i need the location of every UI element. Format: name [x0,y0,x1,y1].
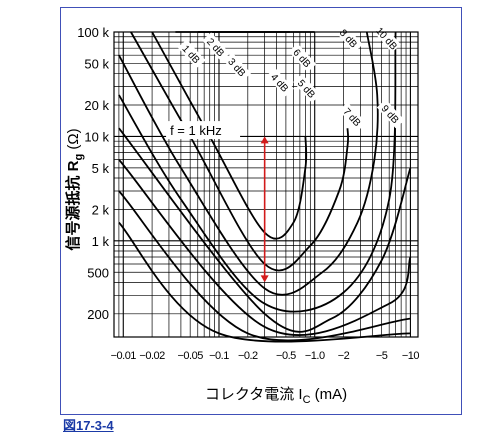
curve-label-bg [266,67,294,97]
x-axis-label: コレクタ電流 IC (mA) [205,386,347,406]
frequency-annotation: f = 1 kHz [166,121,241,140]
x-tick-label: −1.0 [305,350,325,362]
x-label-unit: (mA) [311,386,348,403]
y-tick-label: 1 k [92,234,110,249]
x-tick-label: −0.2 [238,350,258,362]
curve-label-bg [293,73,321,103]
curve-7-db [118,127,412,333]
red-arrow [260,136,269,283]
x-tick-label: −0.01 [111,350,137,362]
y-tick-label: 50 k [84,56,109,71]
y-tick-label: 20 k [84,98,109,113]
curve-5-db [118,31,379,296]
y-label-unit: (Ω) [65,128,82,153]
annotation-background [166,121,241,140]
annotation-text: f = 1 kHz [170,123,222,138]
x-tick-label: −0.02 [139,350,165,362]
curve-label-bg [338,102,367,132]
figure-caption[interactable]: 図17-3-4 [63,418,114,433]
x-tick-label: −0.1 [209,350,229,362]
curve-8-db [118,159,412,336]
plot-area [113,31,419,338]
x-tick-label: −0.05 [178,350,204,362]
y-tick-label: 5 k [92,161,110,176]
y-axis-label: 信号源抵抗 Rg (Ω) [64,128,85,250]
y-tick-label: 100 k [77,25,109,40]
x-label-main: コレクタ電流 I [205,386,303,403]
curve-9-db [118,190,411,342]
x-tick-label: −5 [376,350,388,362]
x-tick-label: −10 [402,350,420,362]
y-tick-label: 200 [87,307,109,322]
x-label-subscript: C [303,394,311,406]
y-label-subscript: g [73,154,85,161]
y-tick-label: 2 k [92,202,110,217]
curve-label-bg [202,32,230,62]
curve-label-bg [376,99,405,129]
curve-label-bg [177,39,206,69]
y-tick-label: 10 k [84,129,109,144]
curve-label-bg [288,43,317,73]
curve-label-bg [223,52,252,82]
curve-6-db [118,31,397,313]
curve-3-db [151,31,308,240]
arrow-head-bottom [260,275,269,283]
x-tick-label: −2 [338,350,350,362]
curve-label-bg [335,23,363,53]
y-label-main: 信号源抵抗 R [64,160,82,250]
curve-label-bg [373,23,401,53]
x-tick-label: −0.5 [276,350,296,362]
arrow-head-top [260,136,269,144]
y-tick-label: 500 [87,265,109,280]
grid [113,31,418,337]
